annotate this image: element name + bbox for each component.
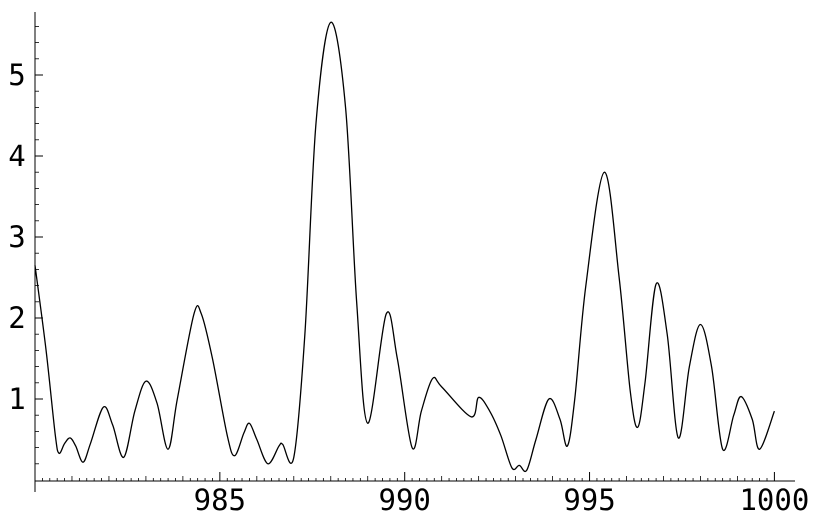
axis-ticks bbox=[34, 25, 775, 481]
y-tick-label: 2 bbox=[8, 301, 25, 335]
y-tick-label: 4 bbox=[8, 139, 25, 173]
data-series-layer bbox=[34, 21, 776, 473]
series-line bbox=[34, 21, 776, 473]
x-tick-label: 995 bbox=[563, 483, 615, 517]
axis-tick-labels: 985 990 995 1000 1 2 3 4 5 bbox=[8, 58, 809, 517]
y-tick-label: 3 bbox=[8, 220, 25, 254]
x-tick-label: 985 bbox=[194, 483, 246, 517]
y-tick-label: 5 bbox=[8, 58, 25, 92]
x-tick-label: 990 bbox=[379, 483, 431, 517]
y-tick-label: 1 bbox=[8, 382, 25, 416]
x-tick-label: 1000 bbox=[739, 483, 809, 517]
chart-axes bbox=[34, 12, 795, 492]
